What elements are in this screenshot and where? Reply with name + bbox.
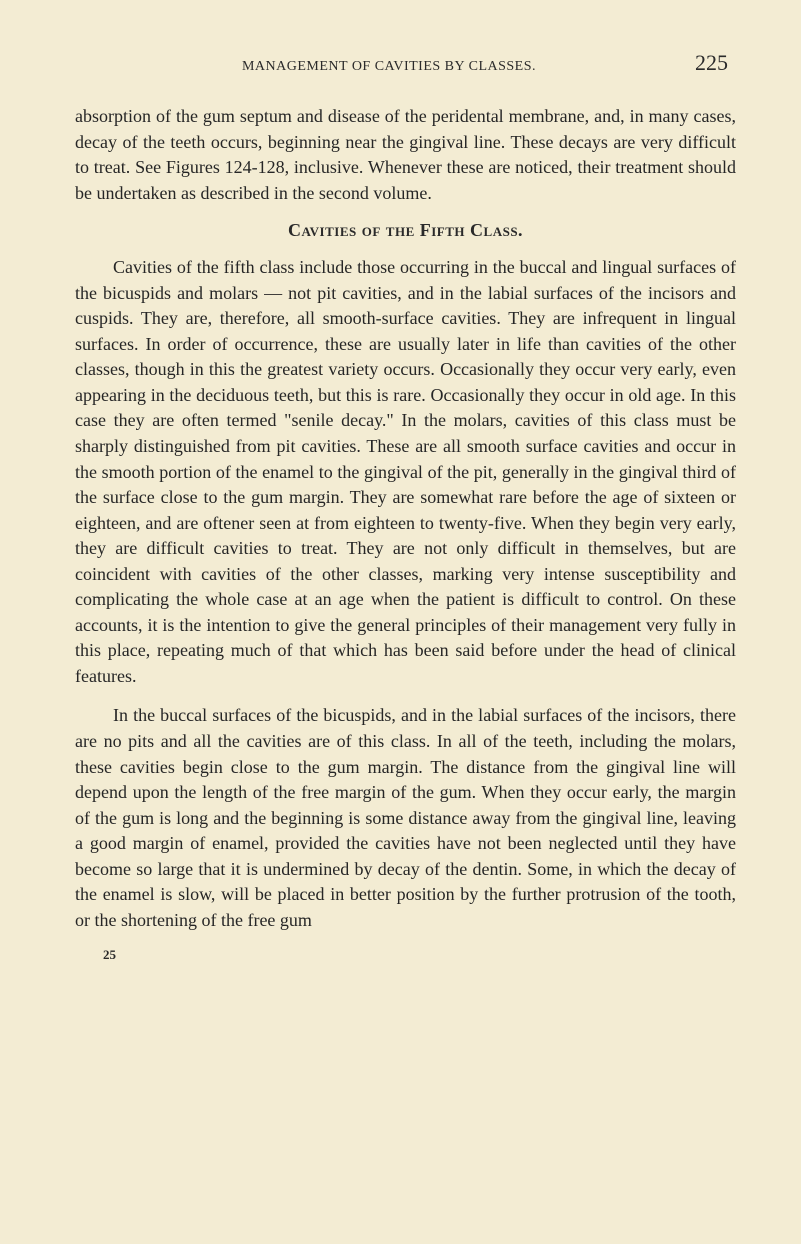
body-paragraph-1: absorption of the gum septum and disease…: [75, 104, 736, 206]
page-number: 225: [695, 50, 728, 76]
section-heading: Cavities of the Fifth Class.: [75, 220, 736, 241]
body-paragraph-3: In the buccal surfaces of the bicuspids,…: [75, 703, 736, 933]
running-title: MANAGEMENT OF CAVITIES BY CLASSES.: [83, 59, 695, 75]
body-paragraph-2: Cavities of the fifth class include thos…: [75, 255, 736, 689]
page-header: MANAGEMENT OF CAVITIES BY CLASSES. 225: [75, 50, 736, 76]
signature-number: 25: [103, 947, 736, 963]
